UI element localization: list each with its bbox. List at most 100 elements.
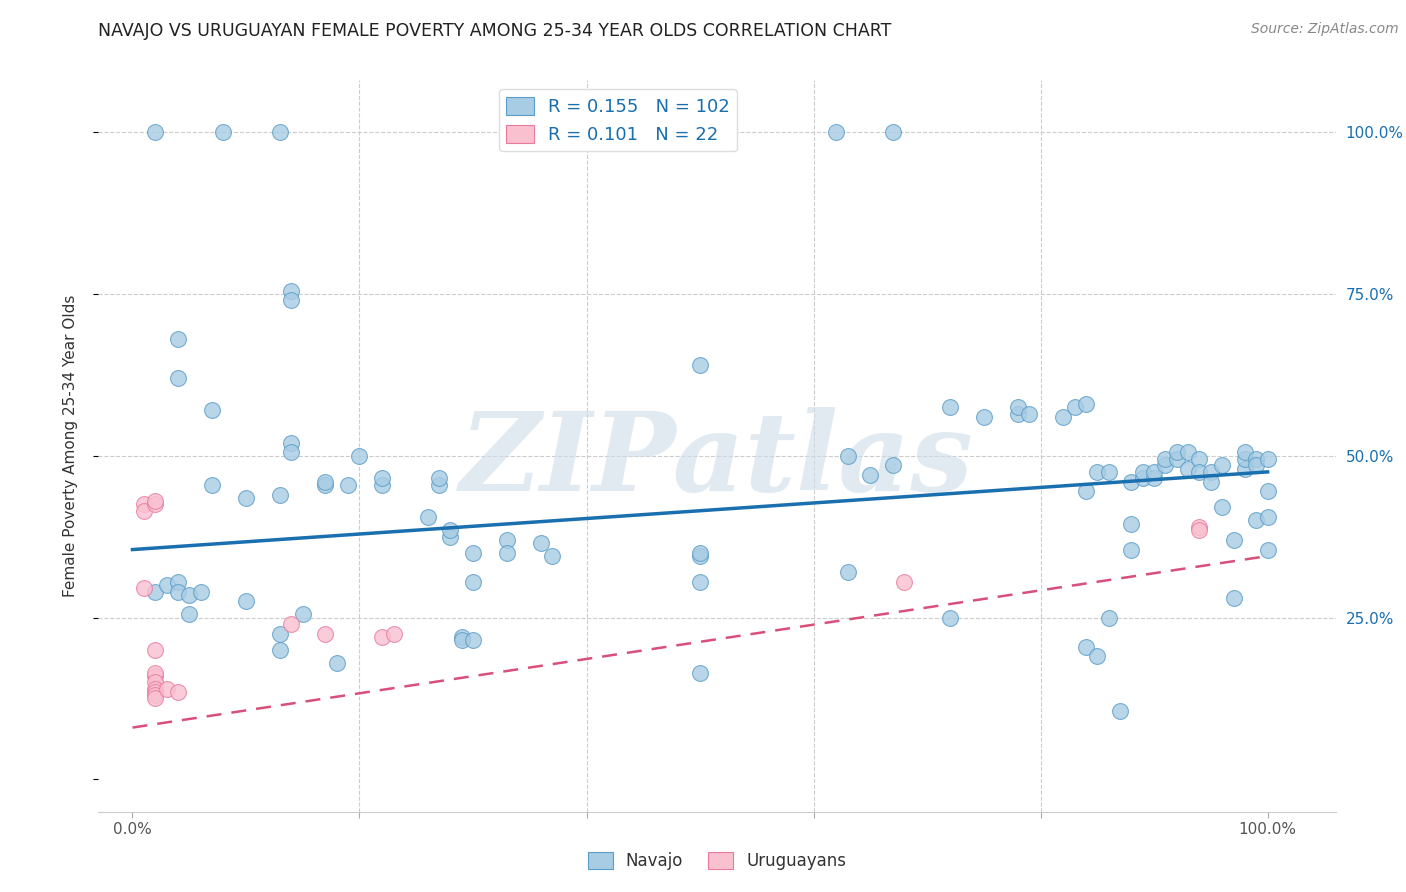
Legend: Navajo, Uruguayans: Navajo, Uruguayans xyxy=(581,845,853,877)
Point xyxy=(143,691,166,706)
Point xyxy=(461,574,484,589)
Text: Source: ZipAtlas.com: Source: ZipAtlas.com xyxy=(1251,22,1399,37)
Point xyxy=(496,533,519,547)
Point xyxy=(280,617,302,632)
Point xyxy=(1121,516,1143,531)
Point xyxy=(1018,407,1040,421)
Point xyxy=(382,626,405,640)
Point xyxy=(1199,465,1222,479)
Point xyxy=(280,435,302,450)
Point xyxy=(689,665,711,680)
Point xyxy=(143,497,166,511)
Point xyxy=(1063,400,1085,414)
Point xyxy=(689,546,711,560)
Point xyxy=(280,284,302,298)
Point xyxy=(167,332,190,346)
Point xyxy=(1257,452,1279,467)
Point xyxy=(155,578,177,592)
Point xyxy=(371,471,394,485)
Point xyxy=(280,445,302,459)
Point xyxy=(143,494,166,508)
Point xyxy=(439,530,461,544)
Point xyxy=(1154,452,1177,467)
Point xyxy=(190,584,212,599)
Point xyxy=(1257,510,1279,524)
Point xyxy=(235,594,257,608)
Point xyxy=(1121,542,1143,557)
Point xyxy=(143,665,166,680)
Point xyxy=(1085,465,1108,479)
Point xyxy=(269,125,291,139)
Point xyxy=(314,475,336,489)
Point xyxy=(1233,452,1256,467)
Point xyxy=(1177,445,1199,459)
Point xyxy=(269,487,291,501)
Point xyxy=(1257,542,1279,557)
Point xyxy=(269,643,291,657)
Point xyxy=(1166,445,1188,459)
Point xyxy=(530,536,553,550)
Point xyxy=(1074,397,1097,411)
Point xyxy=(439,523,461,537)
Point xyxy=(143,685,166,699)
Point xyxy=(201,403,224,417)
Point xyxy=(1211,500,1233,515)
Point xyxy=(132,504,155,518)
Point xyxy=(143,675,166,690)
Point xyxy=(1244,513,1267,527)
Point xyxy=(461,546,484,560)
Point xyxy=(1188,520,1211,534)
Point xyxy=(1222,533,1244,547)
Point xyxy=(825,125,848,139)
Point xyxy=(1007,407,1029,421)
Point xyxy=(371,478,394,492)
Point xyxy=(1188,452,1211,467)
Point xyxy=(1085,649,1108,664)
Point xyxy=(337,478,360,492)
Point xyxy=(1143,465,1166,479)
Point xyxy=(893,574,915,589)
Point xyxy=(269,626,291,640)
Point xyxy=(349,449,371,463)
Point xyxy=(143,125,166,139)
Point xyxy=(143,688,166,702)
Point xyxy=(1154,458,1177,473)
Point xyxy=(326,656,349,670)
Point xyxy=(450,633,472,648)
Text: ZIPatlas: ZIPatlas xyxy=(460,407,974,515)
Point xyxy=(1121,475,1143,489)
Point xyxy=(1143,471,1166,485)
Point xyxy=(143,681,166,696)
Point xyxy=(1199,475,1222,489)
Point xyxy=(882,125,904,139)
Point xyxy=(689,358,711,372)
Point xyxy=(179,588,201,602)
Point xyxy=(1188,523,1211,537)
Point xyxy=(143,643,166,657)
Point xyxy=(1257,484,1279,499)
Text: NAVAJO VS URUGUAYAN FEMALE POVERTY AMONG 25-34 YEAR OLDS CORRELATION CHART: NAVAJO VS URUGUAYAN FEMALE POVERTY AMONG… xyxy=(98,22,891,40)
Point xyxy=(837,449,859,463)
Point xyxy=(882,458,904,473)
Point xyxy=(1177,461,1199,475)
Point xyxy=(519,125,541,139)
Point xyxy=(167,685,190,699)
Point xyxy=(1132,471,1154,485)
Point xyxy=(1222,591,1244,606)
Point xyxy=(496,546,519,560)
Point xyxy=(1233,445,1256,459)
Point xyxy=(280,293,302,308)
Point xyxy=(427,478,450,492)
Point xyxy=(1233,461,1256,475)
Point xyxy=(143,669,166,683)
Point xyxy=(1211,458,1233,473)
Point xyxy=(314,626,336,640)
Point xyxy=(1074,484,1097,499)
Point xyxy=(201,478,224,492)
Point xyxy=(179,607,201,622)
Point xyxy=(1074,640,1097,654)
Point xyxy=(461,633,484,648)
Point xyxy=(1132,465,1154,479)
Point xyxy=(1188,465,1211,479)
Point xyxy=(167,371,190,385)
